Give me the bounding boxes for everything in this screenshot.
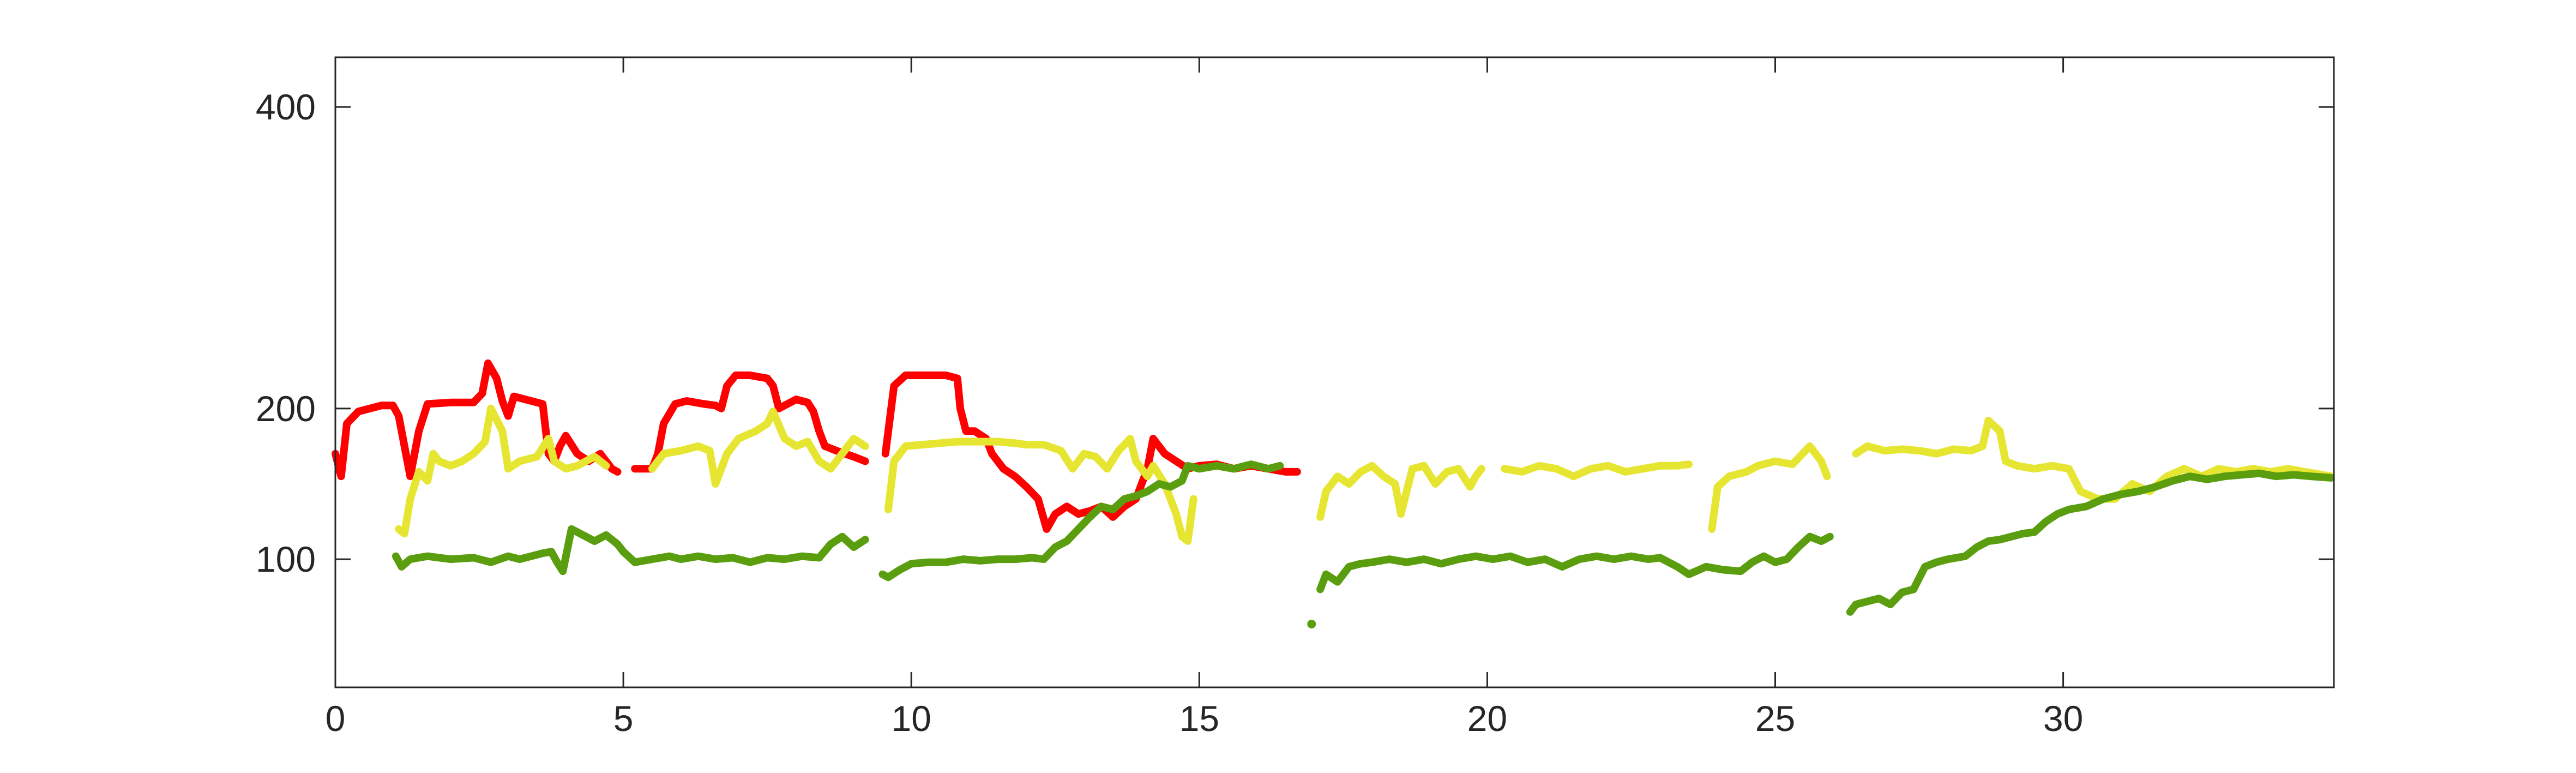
series-segment [1316, 462, 1485, 521]
x-tick-label: 10 [891, 698, 931, 739]
x-tick-label: 20 [1467, 698, 1507, 739]
series-segment [631, 371, 869, 473]
series-2 [395, 404, 2335, 545]
series-segment [1501, 460, 1693, 481]
series-layer [332, 359, 2335, 628]
x-tick-label: 0 [326, 698, 346, 739]
series-segment [1852, 416, 2335, 503]
series-segment [878, 460, 1284, 582]
plot-frame [334, 56, 2335, 688]
series-segment [392, 525, 869, 576]
series-segment [1316, 532, 1834, 594]
x-tick-label: 15 [1179, 698, 1219, 739]
series-segment [395, 404, 610, 538]
series-segment [1846, 469, 2335, 616]
data-point [1307, 619, 1316, 628]
x-tick-label: 25 [1755, 698, 1795, 739]
x-tick-label: 5 [613, 698, 634, 739]
series-segment [648, 408, 869, 488]
ticks-layer: 0 5 10 15 20 25 30 100 200 400 [256, 57, 2334, 739]
series-segment [884, 435, 1197, 545]
series-segment [332, 359, 622, 481]
y-tick-label: 100 [256, 539, 316, 579]
y-tick-label: 400 [256, 87, 316, 127]
series-segment [1708, 442, 1831, 533]
y-tick-label: 200 [256, 388, 316, 429]
series-3 [392, 460, 2335, 628]
x-tick-label: 30 [2043, 698, 2083, 739]
